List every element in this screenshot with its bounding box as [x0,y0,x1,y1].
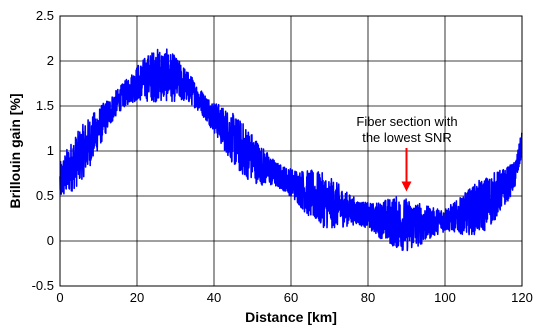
grid [60,16,522,286]
x-tick-label: 100 [434,290,456,305]
x-tick-label: 20 [130,290,144,305]
y-tick-label: 1.5 [36,98,54,113]
y-tick-label: 0.5 [36,188,54,203]
annotation-arrow-head [401,181,412,192]
series-layer [59,48,523,252]
y-tick-label: 1 [47,143,54,158]
annotation-line-2: the lowest SNR [362,130,452,145]
y-tick-label: 2 [47,53,54,68]
plot-frame [59,15,523,287]
y-tick-label: 0 [47,233,54,248]
x-tick-label: 60 [284,290,298,305]
y-tick-label: -0.5 [32,278,54,293]
annotation: Fiber section with the lowest SNR [356,114,458,192]
annotation-line-1: Fiber section with [356,114,457,129]
x-tick-label: 80 [361,290,375,305]
x-tick-label: 0 [56,290,63,305]
series-line-0 [59,48,523,252]
y-axis-label: Brillouin gain [%] [7,93,23,208]
ticks: 0 20 40 60 80 100 120-0.500.511.522.5 [32,8,533,305]
x-tick-label: 40 [207,290,221,305]
y-tick-label: 2.5 [36,8,54,23]
x-tick-label: 120 [511,290,533,305]
x-axis-label: Distance [km] [245,309,337,325]
